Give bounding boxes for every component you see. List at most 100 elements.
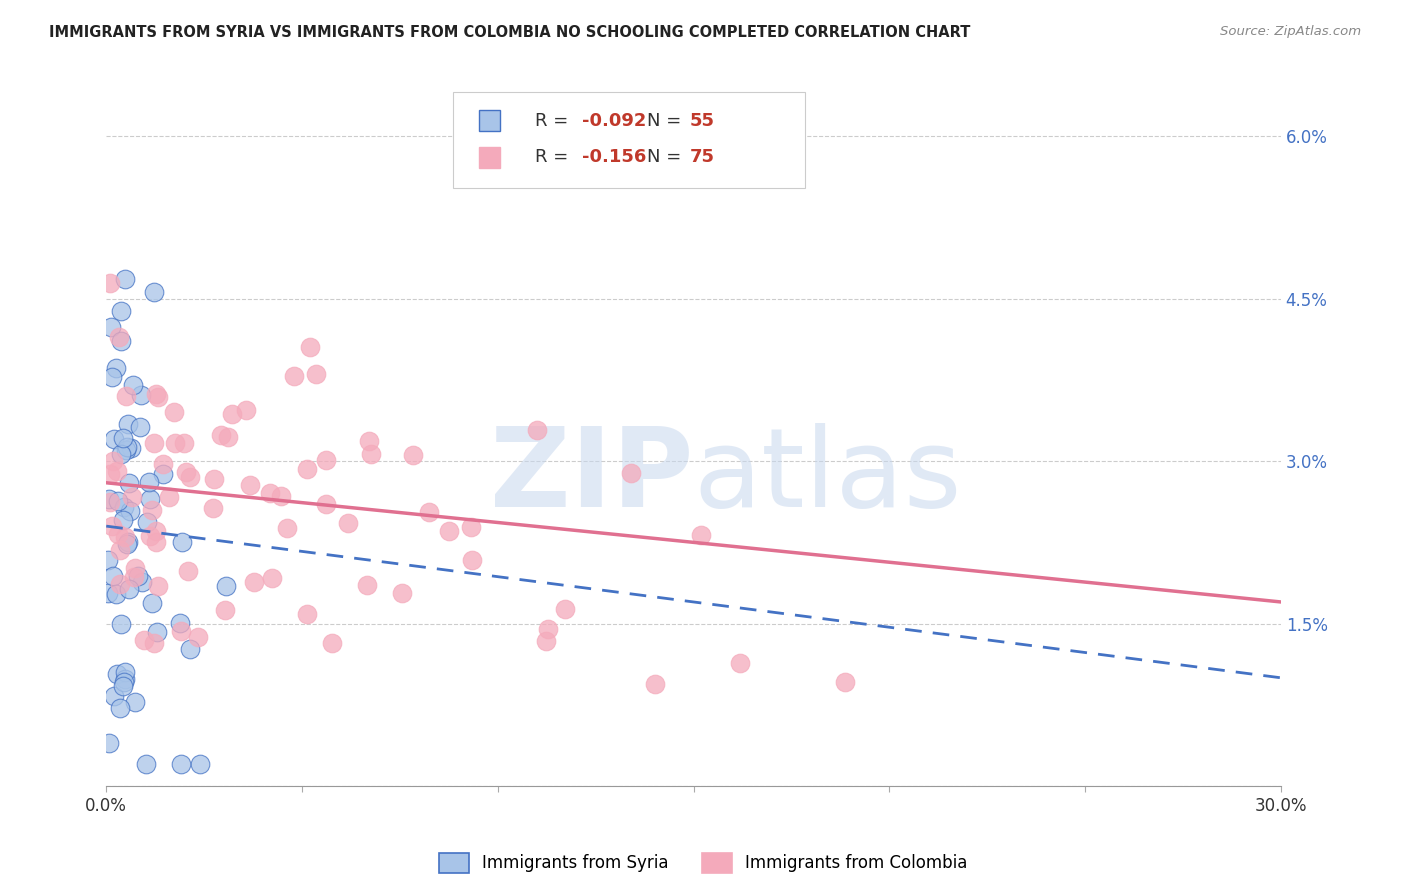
Point bbox=[437, 524, 460, 539]
Point bbox=[209, 428, 232, 442]
Point bbox=[110, 334, 132, 349]
Text: 75: 75 bbox=[690, 148, 716, 166]
Point bbox=[105, 361, 128, 376]
Point bbox=[179, 641, 201, 656]
Point bbox=[418, 506, 440, 520]
Point bbox=[101, 519, 124, 533]
Point bbox=[98, 495, 121, 509]
Point bbox=[260, 571, 283, 585]
Point bbox=[283, 369, 305, 384]
Point bbox=[315, 453, 337, 467]
Text: N =: N = bbox=[647, 112, 686, 129]
Point bbox=[107, 494, 129, 508]
Point bbox=[305, 367, 328, 381]
Point bbox=[108, 543, 131, 558]
Point bbox=[174, 465, 197, 479]
Point bbox=[554, 601, 576, 615]
Point bbox=[110, 303, 132, 318]
Point bbox=[138, 491, 160, 506]
Point bbox=[270, 489, 292, 503]
Point bbox=[142, 285, 165, 300]
Point bbox=[202, 472, 225, 486]
Point bbox=[138, 475, 160, 490]
Point bbox=[103, 568, 125, 582]
Point bbox=[299, 339, 322, 353]
Point bbox=[295, 607, 318, 622]
Point bbox=[120, 504, 142, 518]
Text: -0.156: -0.156 bbox=[582, 148, 647, 166]
Point bbox=[135, 757, 157, 772]
Text: R =: R = bbox=[534, 112, 574, 129]
Point bbox=[145, 535, 167, 549]
Point bbox=[356, 578, 378, 592]
Point bbox=[118, 476, 141, 491]
Text: R =: R = bbox=[534, 148, 574, 166]
Text: 55: 55 bbox=[690, 112, 716, 129]
Point bbox=[152, 467, 174, 482]
Point bbox=[201, 501, 224, 516]
Point bbox=[115, 389, 138, 403]
Point bbox=[834, 675, 856, 690]
Point bbox=[138, 529, 160, 543]
Point bbox=[98, 276, 121, 290]
Point bbox=[143, 635, 166, 649]
Point bbox=[148, 390, 170, 404]
Point bbox=[122, 569, 145, 583]
Point bbox=[110, 616, 132, 631]
Legend: Immigrants from Syria, Immigrants from Colombia: Immigrants from Syria, Immigrants from C… bbox=[432, 847, 974, 880]
Text: N =: N = bbox=[647, 148, 686, 166]
Point bbox=[103, 689, 125, 703]
Point bbox=[337, 516, 360, 531]
Point bbox=[115, 442, 138, 457]
Point bbox=[97, 736, 120, 750]
Point bbox=[461, 553, 484, 567]
Point bbox=[105, 667, 128, 681]
Point bbox=[170, 624, 193, 638]
Point bbox=[110, 448, 132, 462]
Point bbox=[97, 586, 120, 600]
Point bbox=[214, 602, 236, 616]
Point bbox=[101, 453, 124, 467]
Point bbox=[295, 461, 318, 475]
Point bbox=[115, 537, 138, 551]
FancyBboxPatch shape bbox=[478, 110, 499, 131]
Point bbox=[108, 701, 131, 715]
Point bbox=[235, 403, 257, 417]
Point bbox=[170, 757, 193, 772]
Point bbox=[215, 580, 238, 594]
Point bbox=[111, 513, 134, 527]
Point bbox=[103, 432, 125, 446]
Point bbox=[105, 464, 128, 478]
Point bbox=[187, 630, 209, 644]
Point bbox=[177, 564, 200, 578]
Point bbox=[124, 695, 146, 709]
Point bbox=[101, 369, 124, 384]
Point bbox=[121, 491, 143, 505]
Point bbox=[644, 677, 666, 691]
Text: IMMIGRANTS FROM SYRIA VS IMMIGRANTS FROM COLOMBIA NO SCHOOLING COMPLETED CORRELA: IMMIGRANTS FROM SYRIA VS IMMIGRANTS FROM… bbox=[49, 25, 970, 40]
Point bbox=[315, 497, 337, 511]
Point bbox=[526, 424, 548, 438]
Point bbox=[188, 757, 211, 772]
Point bbox=[129, 388, 152, 402]
Point bbox=[179, 470, 201, 484]
Text: ZIP: ZIP bbox=[491, 423, 693, 530]
Point bbox=[135, 515, 157, 529]
Point bbox=[141, 596, 163, 610]
Point bbox=[537, 623, 560, 637]
Point bbox=[112, 680, 135, 694]
Point bbox=[146, 579, 169, 593]
Point bbox=[107, 527, 129, 541]
Point bbox=[460, 520, 482, 534]
Point bbox=[117, 534, 139, 549]
Point bbox=[689, 528, 711, 542]
Point bbox=[121, 377, 143, 392]
Point bbox=[114, 665, 136, 680]
Point bbox=[131, 575, 153, 590]
Point bbox=[146, 625, 169, 640]
Point bbox=[276, 521, 298, 535]
Point bbox=[114, 530, 136, 544]
Point bbox=[238, 478, 260, 492]
Point bbox=[114, 272, 136, 286]
Point bbox=[114, 672, 136, 686]
